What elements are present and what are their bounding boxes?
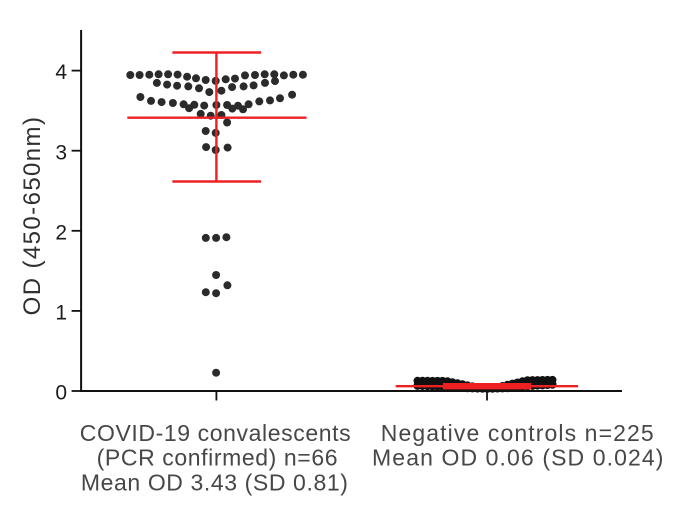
svg-text:4: 4: [55, 61, 67, 84]
svg-text:2: 2: [55, 221, 67, 244]
svg-text:Mean OD 3.43 (SD 0.81): Mean OD 3.43 (SD 0.81): [81, 470, 349, 496]
svg-text:(PCR confirmed) n=66: (PCR confirmed) n=66: [97, 445, 338, 471]
svg-text:0: 0: [55, 382, 67, 405]
svg-text:OD (450-650nm): OD (450-650nm): [19, 116, 46, 316]
svg-text:COVID-19 convalescents: COVID-19 convalescents: [80, 420, 351, 446]
svg-text:Mean OD 0.06 (SD 0.024): Mean OD 0.06 (SD 0.024): [372, 445, 664, 471]
svg-text:1: 1: [55, 302, 67, 325]
svg-text:Negative controls n=225: Negative controls n=225: [381, 420, 655, 446]
svg-text:3: 3: [55, 141, 67, 164]
